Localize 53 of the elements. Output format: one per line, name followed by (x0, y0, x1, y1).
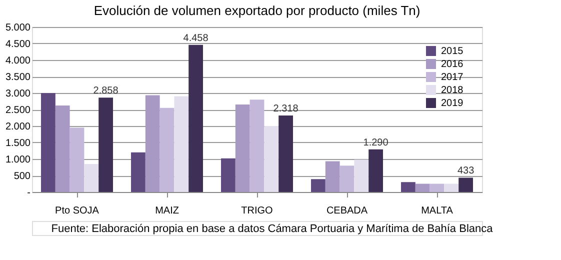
y-tick-label: 2.000 (5, 122, 31, 132)
legend-label: 2018 (441, 85, 464, 96)
bar (250, 100, 264, 192)
y-tick-label: 5.000 (5, 22, 31, 34)
y-tick-label: 1.000 (5, 154, 31, 166)
bar (311, 179, 326, 192)
y-tick-label: 3.500 (5, 72, 31, 83)
bar (55, 106, 70, 192)
y-tick-label: 4.000 (5, 56, 31, 66)
chart-title: Evolución de volumen exportado por producto (miles Tn) (94, 3, 420, 18)
y-tick-label: - (27, 188, 30, 198)
bar (131, 152, 146, 192)
bar (264, 126, 279, 192)
bar (188, 44, 203, 192)
source-note: Fuente: Elaboración propia en base a datos Cámara Portuaria y Marítima de Bahía Blanca (51, 223, 494, 235)
legend-label: 2016 (441, 59, 464, 70)
data-label: 2.318 (273, 104, 299, 115)
x-tick-label: Pto SOJA (55, 206, 100, 216)
bar (98, 98, 113, 192)
bar (41, 93, 56, 192)
y-tick-label: 500 (14, 171, 31, 182)
x-tick-label: TRIGO (241, 206, 274, 216)
data-label: 433 (457, 166, 475, 177)
bar (160, 108, 174, 192)
bar (145, 95, 160, 192)
x-tick-label: CEBADA (326, 206, 368, 216)
bar (458, 178, 473, 192)
y-tick-label: 2.500 (5, 105, 31, 116)
legend-label: 2019 (441, 98, 464, 109)
data-label: 2.858 (93, 86, 119, 97)
bar (340, 166, 354, 192)
data-label: 1.290 (363, 137, 389, 148)
x-tick-label: MALTA (421, 206, 454, 216)
bar (430, 184, 444, 192)
x-tick-label: MAIZ (155, 206, 179, 216)
bar (84, 164, 99, 192)
y-tick-label: 4.500 (5, 39, 31, 50)
y-tick-label: 1.500 (5, 138, 31, 149)
legend-label: 2015 (441, 46, 464, 57)
bar (444, 184, 459, 192)
bar (221, 158, 236, 192)
bar (70, 128, 84, 192)
bar (174, 96, 189, 192)
bar (368, 149, 383, 192)
bar (354, 160, 369, 192)
legend-label: 2017 (441, 72, 464, 83)
bar (278, 116, 293, 192)
bar (325, 161, 340, 192)
bar (415, 184, 430, 192)
y-tick-label: 3.000 (5, 88, 31, 100)
data-label: 4.458 (183, 32, 209, 44)
bar (401, 182, 416, 192)
bar (235, 104, 250, 192)
